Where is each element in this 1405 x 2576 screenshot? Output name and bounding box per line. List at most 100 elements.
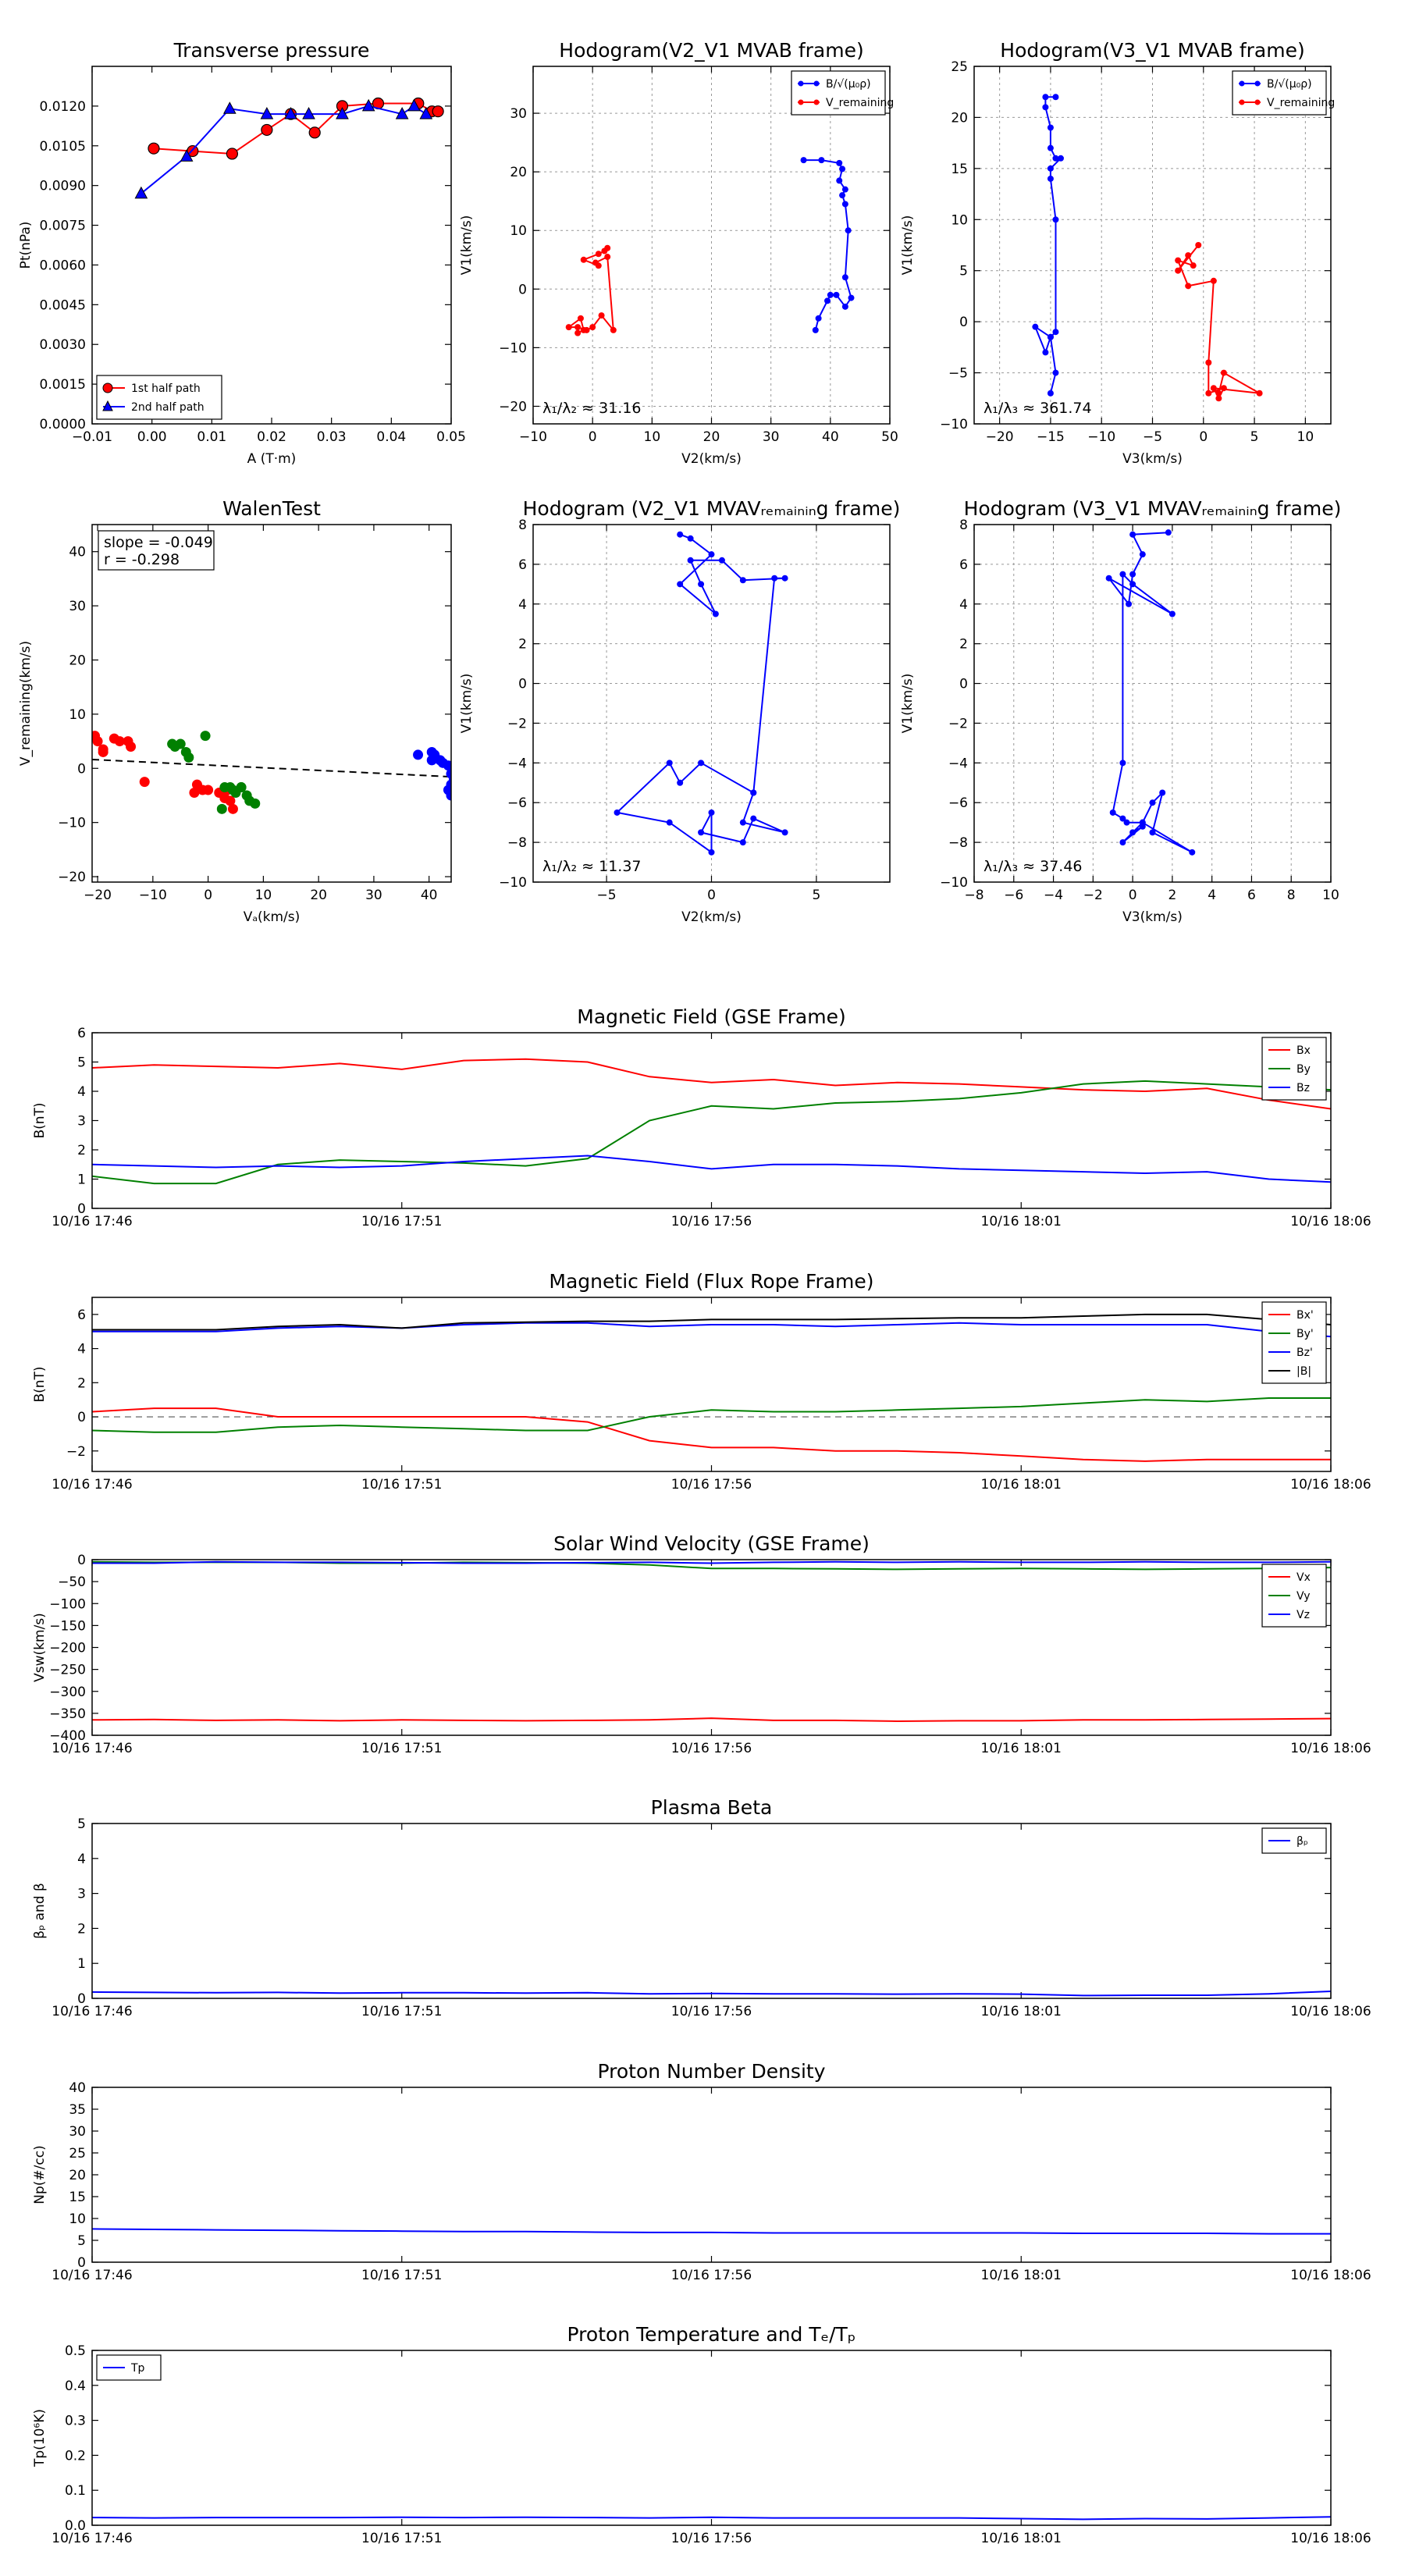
data-point — [1175, 257, 1182, 264]
data-point — [574, 329, 582, 336]
y-tick-label: 25 — [951, 59, 968, 75]
series-line — [1033, 96, 1063, 393]
data-point — [841, 186, 848, 193]
plot-area — [1105, 529, 1196, 856]
x-tick-label: 5 — [812, 888, 820, 903]
plot-area — [134, 97, 444, 199]
x-tick-label: 0 — [1129, 888, 1137, 903]
x-axis-label: Vₐ(km/s) — [244, 909, 301, 925]
x-tick-label: 10/16 17:46 — [52, 1477, 132, 1493]
data-point — [1047, 144, 1054, 151]
legend-box — [96, 375, 222, 420]
chart-mag_gse: 10/16 17:46 10/16 17:51 10/16 17:56 10/16 1… — [32, 1005, 1371, 1229]
data-point — [771, 575, 778, 582]
data-point — [739, 839, 746, 846]
x-tick-label: 0.00 — [137, 429, 167, 445]
data-point — [1119, 571, 1126, 578]
y-tick-label: 0 — [959, 315, 968, 330]
x-tick-label: −5 — [1143, 429, 1162, 445]
y-tick-label: −6 — [507, 795, 527, 811]
x-axis-label: V2(km/s) — [681, 451, 742, 467]
data-point — [180, 149, 194, 162]
data-point — [1052, 94, 1059, 101]
y-tick-label: 2 — [77, 1143, 86, 1158]
y-axis-label: V1(km/s) — [900, 674, 916, 734]
axes-frame — [91, 1823, 1332, 1999]
plot-area — [1032, 94, 1263, 402]
y-tick-label: 0.0 — [65, 2518, 86, 2534]
series-line — [92, 1155, 1331, 1183]
y-tick-label: 0.0105 — [40, 139, 86, 155]
x-tick-label: 20 — [310, 888, 327, 903]
data-point — [219, 792, 230, 803]
data-point — [677, 581, 684, 588]
legend: Bx By Bz — [1261, 1037, 1327, 1101]
data-point — [712, 610, 719, 617]
x-tick-label: 10/16 17:51 — [361, 1214, 442, 1229]
x-tick-label: 10/16 17:56 — [671, 1477, 752, 1493]
plot-area — [92, 1313, 1331, 1462]
series-line — [92, 1397, 1331, 1433]
chart-title: Hodogram(V2_V1 MVAB frame) — [559, 39, 863, 62]
legend-marker — [798, 99, 804, 105]
x-tick-label: 4 — [1208, 888, 1216, 903]
data-point — [818, 157, 825, 164]
data-point — [677, 531, 684, 538]
y-tick-label: 6 — [77, 1026, 86, 1041]
chart-title: WalenTest — [222, 497, 321, 520]
data-point — [1149, 799, 1156, 806]
x-tick-label: 10 — [255, 888, 272, 903]
data-point — [601, 247, 608, 254]
legend-label: By — [1297, 1063, 1311, 1076]
x-tick-label: 50 — [881, 429, 898, 445]
legend-label: Vz — [1297, 1609, 1310, 1621]
x-tick-label: 10/16 17:51 — [361, 2531, 442, 2546]
data-point — [1168, 610, 1176, 617]
data-point — [1220, 385, 1227, 392]
x-tick-label: 10/16 17:51 — [361, 2268, 442, 2283]
axes-frame — [532, 66, 891, 425]
series-line — [92, 1322, 1331, 1338]
legend: βₚ — [1261, 1827, 1327, 1854]
y-tick-label: −50 — [58, 1574, 86, 1590]
x-tick-label: −10 — [519, 429, 547, 445]
y-tick-label: 25 — [69, 2146, 86, 2161]
y-tick-label: 2 — [959, 637, 968, 653]
data-point — [1109, 809, 1116, 816]
chart-vsw: 10/16 17:46 10/16 17:51 10/16 17:56 10/16 1… — [32, 1532, 1371, 1756]
x-tick-label: 10/16 17:46 — [52, 2531, 132, 2546]
x-tick-label: 10/16 17:46 — [52, 1741, 132, 1756]
data-point — [708, 809, 715, 816]
y-tick-label: 5 — [77, 1055, 86, 1071]
legend-label: B/√(μ₀ρ) — [1267, 78, 1312, 91]
legend: Bx' By' Bz' |B| — [1261, 1301, 1327, 1384]
data-point — [698, 760, 705, 767]
y-tick-label: 3 — [77, 1114, 86, 1130]
x-tick-label: 2 — [1168, 888, 1176, 903]
y-tick-label: 0 — [77, 1991, 86, 2007]
x-tick-label: 0.02 — [257, 429, 286, 445]
axes-frame — [973, 524, 1332, 883]
data-point — [592, 259, 599, 266]
regression-line — [92, 758, 451, 778]
x-axis-label: A (T·m) — [247, 451, 297, 467]
legend-label: Tp — [130, 2362, 145, 2375]
data-point — [1220, 369, 1227, 376]
x-tick-label: 10/16 17:56 — [671, 2004, 752, 2019]
fit-statistic: r = -0.298 — [104, 551, 180, 568]
data-point — [1256, 390, 1263, 397]
y-tick-label: 2 — [518, 637, 527, 653]
y-axis-label: V1(km/s) — [459, 215, 475, 276]
chart-h2: −20 −15 −10 −5 0 5 10 −10 −5 0 5 10 15 20 25 Hodogram(V… — [900, 39, 1335, 467]
data-point — [718, 557, 725, 564]
chart-title: Hodogram(V3_V1 MVAB frame) — [1000, 39, 1304, 62]
y-tick-label: −10 — [499, 875, 527, 891]
legend-label: 1st half path — [131, 382, 201, 395]
series-line — [92, 2228, 1331, 2235]
chart-tpp: 10/16 17:46 10/16 17:51 10/16 17:56 10/16 1… — [32, 2323, 1371, 2546]
x-tick-label: 5 — [1250, 429, 1259, 445]
axes-frame — [91, 524, 452, 883]
legend-label: V_remaining — [826, 97, 894, 109]
y-tick-label: 5 — [77, 2233, 86, 2249]
